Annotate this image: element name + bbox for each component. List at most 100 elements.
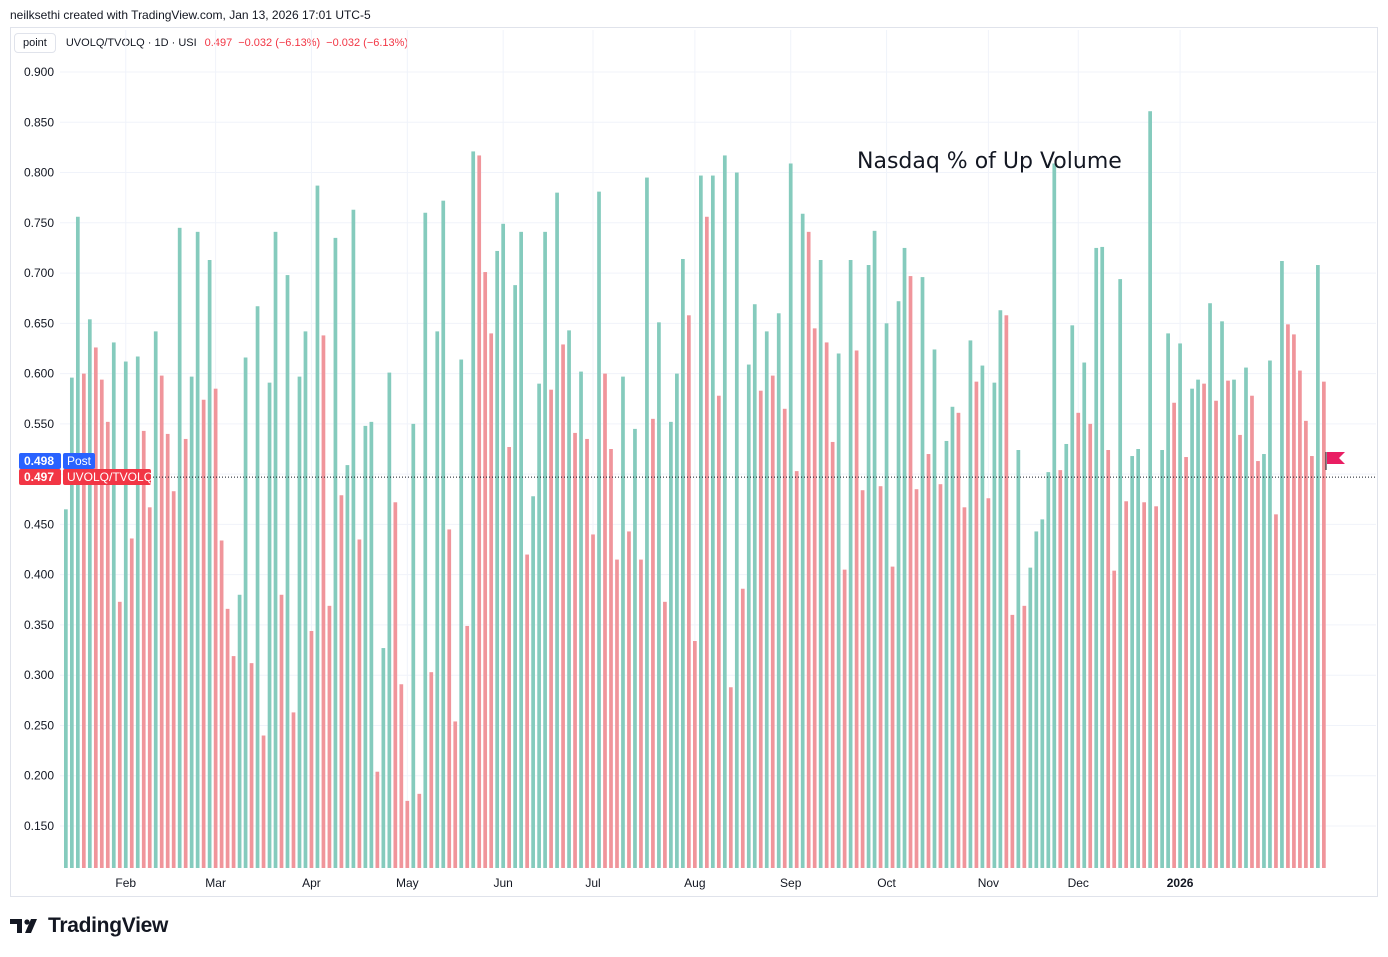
bar: [1184, 457, 1188, 868]
bar: [1256, 461, 1260, 868]
bar: [519, 231, 523, 869]
bar: [806, 231, 811, 869]
bar: [681, 258, 685, 868]
bar: [663, 601, 667, 868]
price-mode-button[interactable]: point: [14, 33, 56, 53]
bar: [1088, 423, 1093, 868]
bar: [818, 260, 823, 868]
bar: [501, 223, 506, 868]
bar: [225, 608, 230, 868]
bar: [734, 172, 739, 868]
bar: [699, 175, 703, 869]
bars-group: [64, 111, 1326, 869]
bar: [1148, 111, 1152, 868]
change-session: −0.032 (−6.13%): [326, 37, 409, 49]
bar: [105, 421, 110, 868]
bar: [1292, 334, 1296, 868]
x-tick-label: Sep: [780, 876, 802, 890]
bar: [231, 656, 236, 868]
bar: [1106, 450, 1111, 868]
bar: [177, 227, 182, 868]
flag-marker[interactable]: [1325, 452, 1345, 470]
x-tick-label: Mar: [205, 876, 226, 890]
bar: [609, 449, 613, 868]
bar: [710, 175, 715, 869]
change-absolute: −0.032 (−6.13%): [238, 37, 321, 49]
chart-pane[interactable]: [10, 27, 1378, 897]
bar: [866, 265, 871, 868]
bar: [675, 373, 679, 868]
bar: [381, 648, 386, 868]
bar: [722, 155, 727, 868]
bar: [645, 177, 649, 868]
bar: [615, 559, 619, 868]
symbol-label[interactable]: UVOLQ/TVOLQ · 1D · USI: [65, 37, 197, 49]
bar: [1226, 380, 1230, 868]
bar: [1214, 400, 1218, 868]
bar: [333, 237, 338, 868]
x-tick-label: Feb: [115, 876, 136, 890]
bar: [297, 376, 302, 868]
bar: [687, 315, 691, 868]
bar: [279, 594, 284, 868]
bar: [1250, 395, 1254, 868]
bar: [255, 306, 260, 868]
bar: [1178, 343, 1182, 868]
bar: [183, 438, 188, 868]
bar: [99, 379, 104, 868]
y-tick-label: 0.400: [24, 568, 54, 582]
bar: [1046, 472, 1051, 868]
bar: [1298, 370, 1302, 868]
bar: [69, 377, 74, 868]
bar: [435, 331, 440, 868]
tradingview-logo-icon: [10, 919, 37, 933]
bar: [639, 559, 643, 868]
bar: [87, 319, 92, 868]
bar: [327, 605, 332, 868]
bar: [303, 331, 308, 868]
bar: [908, 276, 913, 869]
bar: [363, 425, 368, 868]
bar: [597, 191, 601, 868]
bar: [914, 489, 919, 868]
bar: [64, 509, 68, 868]
bar: [1034, 531, 1039, 868]
bar: [141, 430, 146, 868]
bar: [1040, 519, 1045, 868]
bar: [465, 625, 470, 868]
bar: [1196, 379, 1200, 868]
bar: [980, 365, 985, 868]
bar: [219, 540, 224, 868]
bar: [471, 151, 476, 869]
last-value: 0.497: [204, 37, 233, 49]
bar: [794, 471, 799, 868]
x-tick-label: Aug: [684, 876, 705, 890]
bar: [728, 687, 733, 868]
bar: [603, 373, 607, 868]
bar: [537, 383, 541, 868]
bar: [1238, 434, 1242, 868]
x-tick-label: Oct: [877, 876, 896, 890]
bar: [405, 800, 410, 868]
y-tick-label: 0.300: [24, 668, 54, 682]
bar: [117, 601, 122, 868]
bar: [890, 566, 895, 868]
bar: [902, 247, 907, 868]
bar: [758, 390, 763, 868]
bar: [1094, 247, 1099, 868]
bar: [525, 554, 529, 868]
bar: [309, 630, 314, 868]
last-price-label: 0.497 UVOLQ/TVOLQ: [19, 469, 153, 485]
bar: [926, 454, 931, 868]
bar: [998, 310, 1003, 868]
y-tick-label: 0.750: [24, 216, 54, 230]
x-tick-label: Dec: [1068, 876, 1089, 890]
tradingview-logo[interactable]: TradingView: [10, 914, 168, 938]
bar: [195, 231, 200, 869]
x-tick-label: Nov: [978, 876, 999, 890]
bar: [920, 277, 925, 869]
bar: [159, 375, 164, 868]
bar: [561, 344, 565, 868]
bar: [1130, 456, 1135, 868]
